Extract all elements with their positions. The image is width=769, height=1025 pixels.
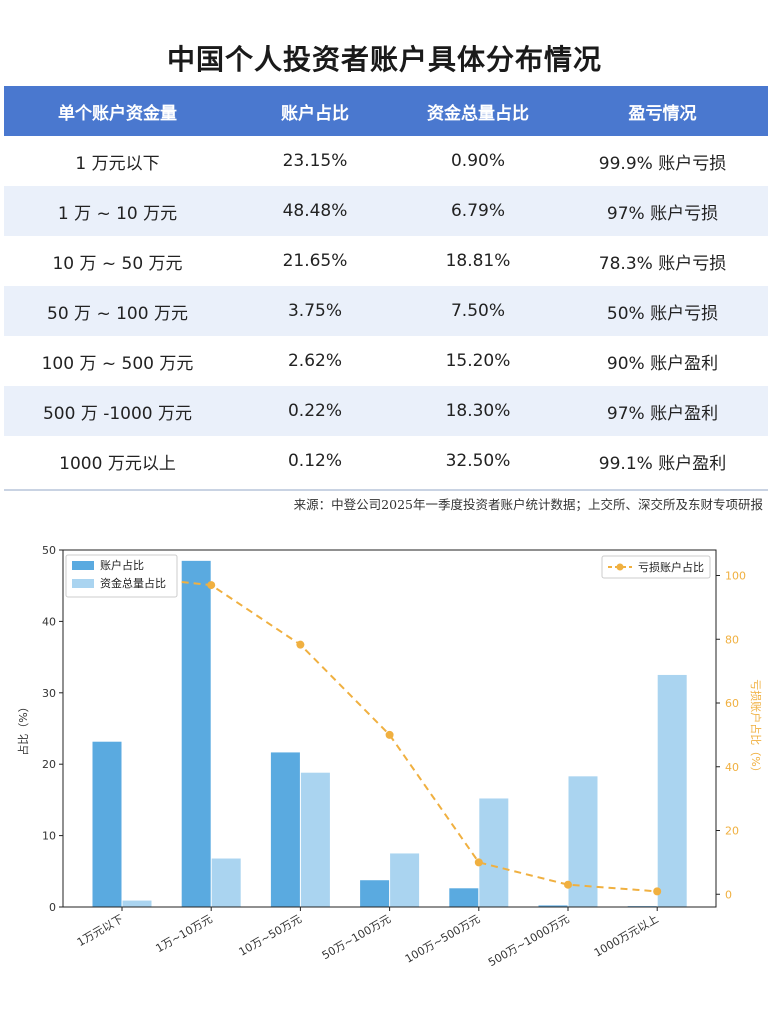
x-tick-label: 1万~10万元 bbox=[153, 912, 214, 955]
x-axis-ticks: 1万元以下 1万~10万元 10万~50万元 50万~100万元 100万~500万元 5… bbox=[75, 907, 661, 969]
cell: 99.9% 账户亏损 bbox=[598, 153, 727, 174]
table-row: 10 万 ~ 50 万元 21.65% 18.81% 78.3% 账户亏损 bbox=[4, 236, 768, 286]
cell: 78.3% 账户亏损 bbox=[598, 253, 727, 274]
y2-tick-label: 0 bbox=[725, 888, 732, 901]
x-tick-label: 50万~100万元 bbox=[320, 912, 393, 962]
table-row: 1 万元以下 23.15% 0.90% 99.9% 账户亏损 bbox=[4, 136, 768, 186]
legend-swatch-account bbox=[72, 561, 94, 570]
y-tick-label: 30 bbox=[42, 687, 56, 700]
bar-capital-share bbox=[568, 776, 598, 907]
cell: 1 万元以下 bbox=[75, 153, 160, 174]
bar-capital-share bbox=[390, 853, 420, 907]
table-row: 500 万 -1000 万元 0.22% 18.30% 97% 账户盈利 bbox=[4, 386, 768, 436]
cell: 6.79% bbox=[399, 186, 557, 236]
cell: 500 万 -1000 万元 bbox=[4, 386, 231, 436]
legend-label-loss: 亏损账户占比 bbox=[638, 560, 704, 574]
cell: 10 万 ~ 50 万元 bbox=[52, 253, 183, 274]
legend-right: 亏损账户占比 bbox=[601, 555, 711, 579]
y2-tick-label: 80 bbox=[725, 633, 739, 646]
x-tick-label: 100万~500万元 bbox=[403, 912, 482, 965]
bar-capital-share bbox=[479, 798, 509, 907]
legend-label-capital: 资金总量占比 bbox=[100, 576, 166, 590]
y-axis-label: 占比（%） bbox=[16, 701, 30, 755]
right-axis-ticks: 0 20 40 60 80 100 bbox=[716, 570, 746, 901]
loss-point bbox=[385, 730, 394, 739]
cell: 21.65% bbox=[282, 251, 348, 271]
cell: 100 万 ~ 500 万元 bbox=[41, 353, 194, 374]
y2-tick-label: 20 bbox=[725, 825, 739, 838]
bar-capital-share bbox=[211, 858, 241, 907]
y-tick-label: 0 bbox=[49, 901, 56, 914]
y2-axis-label: 亏损账户占比（%） bbox=[749, 679, 763, 777]
bar-capital-share bbox=[300, 772, 330, 907]
bars-layer bbox=[92, 560, 687, 907]
y2-tick-label: 100 bbox=[725, 570, 746, 583]
distribution-table: 单个账户资金量 账户占比 资金总量占比 盈亏情况 1 万元以下 23.15% 0… bbox=[4, 86, 768, 486]
y-tick-label: 50 bbox=[42, 544, 56, 557]
cell: 23.15% bbox=[282, 151, 348, 171]
cell: 90% 账户盈利 bbox=[606, 353, 719, 374]
loss-point bbox=[653, 887, 662, 896]
cell: 0.12% bbox=[287, 451, 342, 471]
page-title: 中国个人投资者账户具体分布情况 bbox=[166, 43, 602, 76]
x-tick-label: 1万元以下 bbox=[75, 912, 126, 949]
cell: 97% 账户亏损 bbox=[557, 186, 768, 236]
plot-frame bbox=[62, 549, 717, 908]
cell: 0.22% bbox=[231, 386, 399, 436]
y2-tick-label: 60 bbox=[725, 697, 739, 710]
x-tick-label: 10万~50万元 bbox=[237, 912, 304, 958]
cell: 3.75% bbox=[231, 286, 399, 336]
table-row: 100 万 ~ 500 万元 2.62% 15.20% 90% 账户盈利 bbox=[4, 336, 768, 386]
bar-account-share bbox=[270, 752, 300, 907]
cell: 7.50% bbox=[399, 286, 557, 336]
left-axis-ticks: 0 10 20 30 40 50 bbox=[42, 544, 63, 914]
bar-capital-share bbox=[657, 674, 687, 907]
bar-account-share bbox=[181, 560, 211, 907]
cell: 15.20% bbox=[445, 351, 511, 371]
bar-capital-share bbox=[122, 900, 152, 907]
loss-point bbox=[207, 581, 216, 590]
legend-marker-loss bbox=[616, 563, 624, 571]
cell: 50 万 ~ 100 万元 bbox=[4, 286, 231, 336]
cell: 18.30% bbox=[399, 386, 557, 436]
cell: 1000 万元以上 bbox=[59, 453, 176, 474]
cell: 50% 账户亏损 bbox=[557, 286, 768, 336]
header-capital: 单个账户资金量 bbox=[4, 86, 231, 136]
y-tick-label: 40 bbox=[42, 615, 56, 628]
bar-account-share bbox=[92, 741, 122, 907]
cell: 2.62% bbox=[287, 351, 342, 371]
x-tick-label: 1000万元以上 bbox=[592, 912, 661, 959]
cell: 0.90% bbox=[450, 151, 505, 171]
header-profit-loss: 盈亏情况 bbox=[557, 86, 768, 136]
cell: 99.1% 账户盈利 bbox=[598, 453, 727, 474]
bar-account-share bbox=[449, 888, 479, 907]
loss-point bbox=[564, 880, 572, 889]
table-header-row: 单个账户资金量 账户占比 资金总量占比 盈亏情况 bbox=[4, 86, 768, 136]
loss-point bbox=[474, 858, 483, 867]
legend-swatch-capital bbox=[72, 579, 94, 588]
loss-point bbox=[296, 640, 305, 649]
cell: 48.48% bbox=[231, 186, 399, 236]
table-row: 50 万 ~ 100 万元 3.75% 7.50% 50% 账户亏损 bbox=[4, 286, 768, 336]
legend-box bbox=[601, 555, 711, 579]
source-note: 来源：中登公司2025年一季度投资者账户统计数据；上交所、深交所及东财专项研报 bbox=[293, 497, 763, 512]
cell: 18.81% bbox=[445, 251, 511, 271]
header-capital-share: 资金总量占比 bbox=[399, 86, 557, 136]
y2-tick-label: 40 bbox=[725, 761, 739, 774]
y-tick-label: 10 bbox=[42, 830, 56, 843]
cell: 97% 账户盈利 bbox=[557, 386, 768, 436]
y-tick-label: 20 bbox=[42, 758, 56, 771]
legend-left: 账户占比 资金总量占比 bbox=[65, 554, 178, 598]
cell: 1 万 ~ 10 万元 bbox=[4, 186, 231, 236]
bar-account-share bbox=[538, 905, 568, 907]
table-row: 1 万 ~ 10 万元 48.48% 6.79% 97% 账户亏损 bbox=[4, 186, 768, 236]
cell: 32.50% bbox=[445, 451, 511, 471]
legend-label-account: 账户占比 bbox=[100, 558, 144, 572]
table-divider bbox=[4, 489, 768, 491]
header-account-share: 账户占比 bbox=[231, 86, 399, 136]
table-row: 1000 万元以上 0.12% 32.50% 99.1% 账户盈利 bbox=[4, 436, 768, 486]
x-tick-label: 500万~1000万元 bbox=[486, 912, 571, 969]
bar-account-share bbox=[360, 880, 390, 907]
combo-chart: 0 10 20 30 40 50 0 20 40 60 80 100 1万元以下 1万~10万元 10万… bbox=[16, 544, 763, 969]
